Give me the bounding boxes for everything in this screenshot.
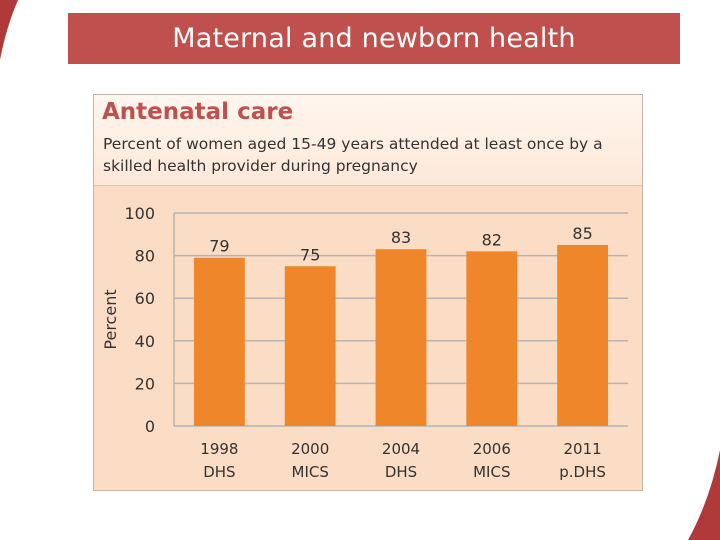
bar bbox=[557, 244, 609, 426]
bar-value-label: 85 bbox=[572, 224, 592, 243]
y-tick-label: 100 bbox=[124, 204, 155, 223]
bar bbox=[375, 249, 427, 426]
y-tick-label: 0 bbox=[145, 417, 155, 436]
x-category-label: DHS bbox=[385, 463, 417, 481]
bar-value-label: 79 bbox=[209, 237, 229, 256]
x-category-label: 2004 bbox=[382, 440, 420, 458]
x-category-label: p.DHS bbox=[559, 463, 606, 481]
y-tick-label: 80 bbox=[135, 247, 155, 266]
chart-panel: Antenatal care Percent of women aged 15-… bbox=[93, 94, 643, 491]
slide-title: Maternal and newborn health bbox=[68, 13, 680, 64]
bar-value-label: 75 bbox=[300, 245, 320, 264]
x-category-label: MICS bbox=[473, 463, 510, 481]
x-category-label: 2000 bbox=[291, 440, 329, 458]
y-axis-title: Percent bbox=[101, 289, 120, 349]
left-corner-decoration bbox=[0, 0, 18, 60]
bar-chart: 0 20 40 60 80 100 Percent 79 1998 DHS 75 2000 MICS 83… bbox=[101, 204, 628, 481]
chart-title: Antenatal care bbox=[102, 99, 294, 125]
y-tick-label: 20 bbox=[135, 374, 155, 393]
x-category-label: 1998 bbox=[200, 440, 238, 458]
x-category-label: MICS bbox=[292, 463, 329, 481]
x-category-label: DHS bbox=[203, 463, 235, 481]
right-corner-decoration bbox=[688, 450, 720, 540]
chart-header: Antenatal care Percent of women aged 15-… bbox=[94, 95, 642, 186]
bar-value-label: 82 bbox=[482, 230, 502, 249]
y-tick-label: 60 bbox=[135, 289, 155, 308]
bar bbox=[466, 251, 518, 426]
bar bbox=[284, 266, 336, 426]
bar bbox=[193, 257, 245, 426]
y-tick-label: 40 bbox=[135, 332, 155, 351]
x-category-label: 2006 bbox=[473, 440, 511, 458]
chart-subtitle: Percent of women aged 15-49 years attend… bbox=[103, 135, 603, 175]
x-category-label: 2011 bbox=[564, 440, 602, 458]
bar-value-label: 83 bbox=[391, 228, 411, 247]
